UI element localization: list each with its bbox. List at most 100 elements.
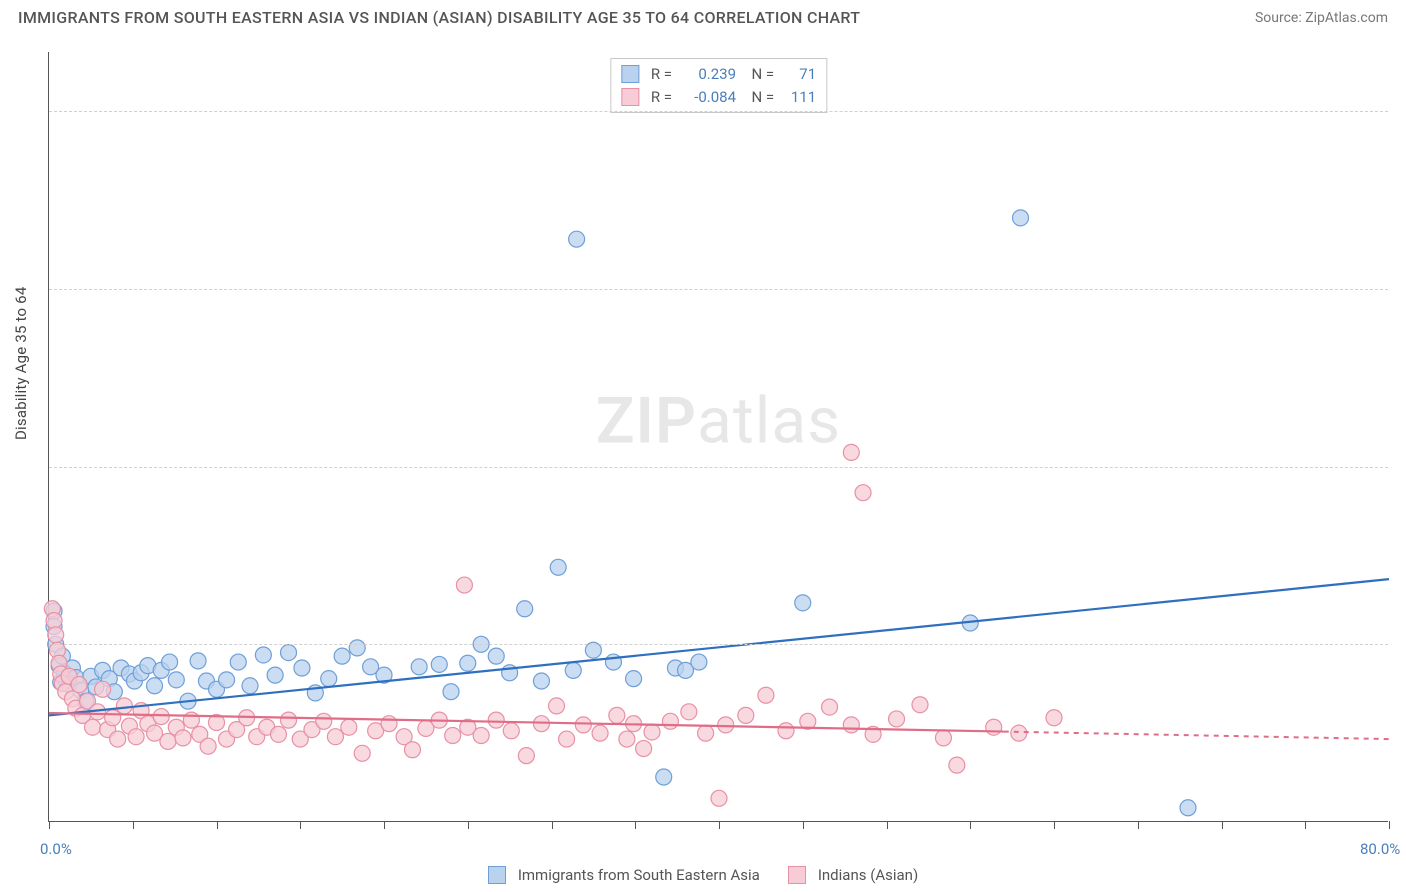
data-point [168,672,184,688]
data-point [986,719,1002,735]
data-point [456,577,472,593]
data-point [619,731,635,747]
legend-swatch [621,88,639,106]
legend-swatch [621,65,639,83]
data-point [321,671,337,687]
x-tick [1138,821,1139,829]
legend-label: Immigrants from South Eastern Asia [518,866,760,884]
trend-line-extrapolated [1004,732,1389,739]
gridline [49,644,1388,645]
legend-swatch [488,866,506,884]
data-point [889,711,905,727]
x-tick [1389,821,1390,829]
data-point [698,725,714,741]
data-point [795,595,811,611]
legend-label: Indians (Asian) [818,866,918,884]
data-point [711,790,727,806]
data-point [738,707,754,723]
data-point [267,667,283,683]
x-tick [970,821,971,829]
data-point [569,231,585,247]
stat-n-value: 71 [782,63,816,86]
legend-item: Indians (Asian) [788,866,918,884]
data-point [460,655,476,671]
data-point [411,659,427,675]
data-point [718,717,734,733]
data-point [609,707,625,723]
data-point [116,698,132,714]
data-point [445,728,461,744]
data-point [85,719,101,735]
data-point [294,660,310,676]
data-point [644,724,660,740]
x-tick [1054,821,1055,829]
legend-item: Immigrants from South Eastern Asia [488,866,760,884]
data-point [183,712,199,728]
data-point [662,713,678,729]
data-point [575,717,591,733]
stat-r-value: 0.239 [680,63,736,86]
data-point [565,662,581,678]
data-point [160,733,176,749]
x-tick [217,821,218,829]
data-point [473,728,489,744]
data-point [200,738,216,754]
data-point [190,653,206,669]
data-point [1013,210,1029,226]
data-point [230,654,246,670]
data-point [503,723,519,739]
source-label: Source: ZipAtlas.com [1255,10,1388,26]
data-point [855,485,871,501]
data-point [381,716,397,732]
data-point [349,640,365,656]
data-point [592,725,608,741]
data-point [549,698,565,714]
data-point [255,647,271,663]
data-point [281,712,297,728]
gridline [49,289,1388,290]
data-point [656,769,672,785]
data-point [48,627,64,643]
stat-n-label: N = [744,86,774,109]
data-point [1046,710,1062,726]
x-tick [49,821,50,829]
data-point [533,673,549,689]
data-point [949,757,965,773]
data-point [281,645,297,661]
data-point [316,713,332,729]
x-tick [1305,821,1306,829]
data-point [105,710,121,726]
data-point [162,654,178,670]
data-point [354,745,370,761]
data-point [110,731,126,747]
legend-swatch [788,866,806,884]
x-tick [887,821,888,829]
data-point [843,717,859,733]
stat-n-value: 111 [782,86,816,109]
data-point [935,730,951,746]
stats-row: R =-0.084 N =111 [621,86,816,109]
x-tick [300,821,301,829]
data-point [518,748,534,764]
data-point [270,726,286,742]
data-point [517,601,533,617]
data-point [431,656,447,672]
data-point [488,712,504,728]
data-point [153,709,169,725]
x-max-label: 80.0% [1360,840,1400,858]
stat-r-label: R = [651,63,672,86]
stats-legend: R =0.239 N =71R =-0.084 N =111 [610,58,827,113]
data-point [691,654,707,670]
x-min-label: 0.0% [40,840,72,858]
trend-line [49,579,1389,715]
data-point [128,729,144,745]
gridline [49,111,1388,112]
data-point [242,678,258,694]
x-tick [133,821,134,829]
data-point [327,729,343,745]
data-point [1011,725,1027,741]
x-tick [552,821,553,829]
data-point [175,730,191,746]
data-point [147,678,163,694]
data-point [334,648,350,664]
